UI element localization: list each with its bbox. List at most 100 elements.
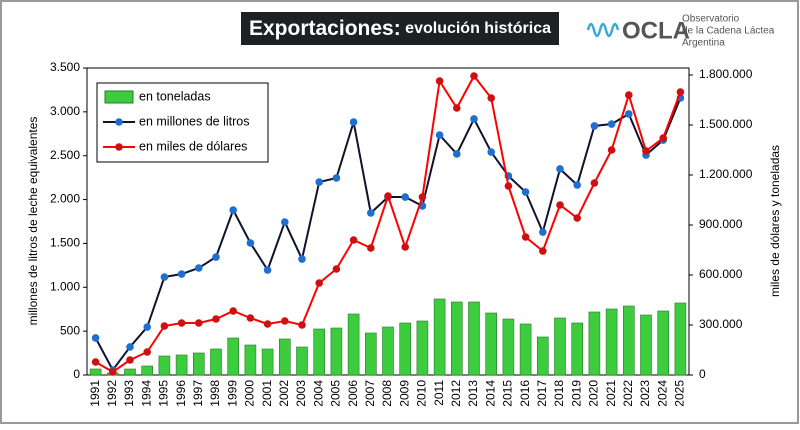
y-tick-label: 1.500 [50, 236, 80, 250]
marker [435, 77, 444, 85]
marker [625, 91, 633, 99]
y2-tick-label: 600.000 [699, 267, 743, 281]
x-tick-label: 2024 [655, 380, 669, 407]
legend-swatch [104, 90, 134, 104]
marker [298, 255, 306, 263]
marker [573, 181, 581, 189]
x-tick-label: 2014 [483, 380, 497, 407]
bar [622, 305, 635, 376]
x-tick-label: 2017 [535, 380, 549, 407]
x-tick-label: 2023 [638, 380, 652, 407]
marker [539, 228, 547, 236]
marker [315, 178, 324, 186]
marker [229, 307, 237, 315]
x-tick-label: 2013 [466, 380, 480, 407]
marker [349, 236, 358, 244]
marker [126, 356, 134, 364]
logo-line: Observatorio [682, 14, 740, 25]
marker [487, 94, 496, 102]
bar [89, 368, 102, 376]
legend-label: en toneladas [139, 89, 211, 103]
bar [399, 322, 412, 376]
x-tick-label: 2020 [587, 380, 601, 407]
bar [588, 311, 601, 376]
y2-tick-label: 1.200.000 [699, 167, 753, 181]
bar [640, 314, 652, 376]
x-tick-label: 2002 [277, 380, 291, 407]
x-tick-label: 1994 [139, 380, 153, 407]
marker [109, 368, 117, 376]
bar [278, 338, 291, 376]
marker [590, 122, 599, 130]
bar [261, 348, 274, 376]
bar [347, 313, 360, 376]
x-tick-label: 1998 [208, 380, 222, 407]
x-tick-label: 2025 [673, 380, 687, 407]
bar [158, 355, 171, 376]
marker [143, 323, 151, 331]
bar [382, 326, 394, 376]
bar [450, 301, 463, 376]
marker [573, 214, 581, 222]
marker [401, 193, 410, 201]
x-tick-label: 2004 [311, 380, 325, 407]
marker [521, 188, 530, 196]
x-tick-label: 2005 [329, 380, 343, 407]
marker [195, 319, 203, 327]
bar [571, 322, 584, 376]
marker [625, 110, 633, 118]
bar [175, 354, 188, 376]
chart-title: Exportaciones: evolución histórica [249, 17, 551, 40]
bar [192, 352, 205, 376]
legend-marker [115, 118, 123, 126]
marker [367, 244, 375, 252]
marker [91, 334, 100, 342]
title-main: Exportaciones: [249, 17, 401, 40]
x-tick-label: 2003 [294, 380, 308, 407]
bar [657, 310, 670, 376]
bar [519, 323, 532, 376]
marker [470, 115, 478, 123]
bar [416, 320, 429, 376]
marker [160, 273, 169, 281]
marker [195, 264, 203, 272]
marker [453, 150, 461, 158]
x-tick-label: 1999 [225, 380, 239, 407]
marker [263, 266, 272, 274]
bar [468, 301, 480, 376]
marker [177, 270, 186, 278]
bar [330, 327, 343, 376]
bar [141, 365, 154, 376]
bar [536, 336, 549, 376]
marker [229, 206, 237, 214]
y2-tick-label: 1.500.000 [699, 117, 753, 131]
marker [246, 239, 255, 247]
title-sub: evolución histórica [405, 20, 551, 37]
x-tick-label: 2018 [552, 380, 566, 407]
y2-tick-label: 1.800.000 [699, 67, 753, 81]
marker [263, 320, 272, 328]
marker [298, 321, 306, 329]
marker [349, 118, 358, 126]
marker [539, 247, 547, 255]
bar [244, 344, 257, 376]
marker [332, 265, 341, 273]
y-tick-label: 3.000 [50, 104, 80, 118]
y-tick-label: 0 [73, 367, 80, 381]
marker [590, 179, 599, 187]
logo-line: Argentina [682, 38, 725, 49]
y-axis-label: millones de litros de leche equivalentes [26, 117, 40, 326]
x-tick-label: 2000 [243, 380, 257, 407]
x-tick-label: 2008 [380, 380, 394, 407]
y2-axis-label: miles de dólares y toneladas [768, 145, 782, 297]
x-tick-label: 2019 [569, 380, 583, 407]
marker [384, 192, 392, 200]
x-tick-label: 2007 [363, 380, 377, 407]
x-tick-label: 2015 [501, 380, 515, 407]
marker [556, 201, 564, 209]
x-tick-label: 2011 [432, 380, 446, 406]
marker [367, 209, 375, 217]
bar [605, 308, 618, 376]
marker [642, 147, 650, 155]
bar [485, 312, 498, 376]
